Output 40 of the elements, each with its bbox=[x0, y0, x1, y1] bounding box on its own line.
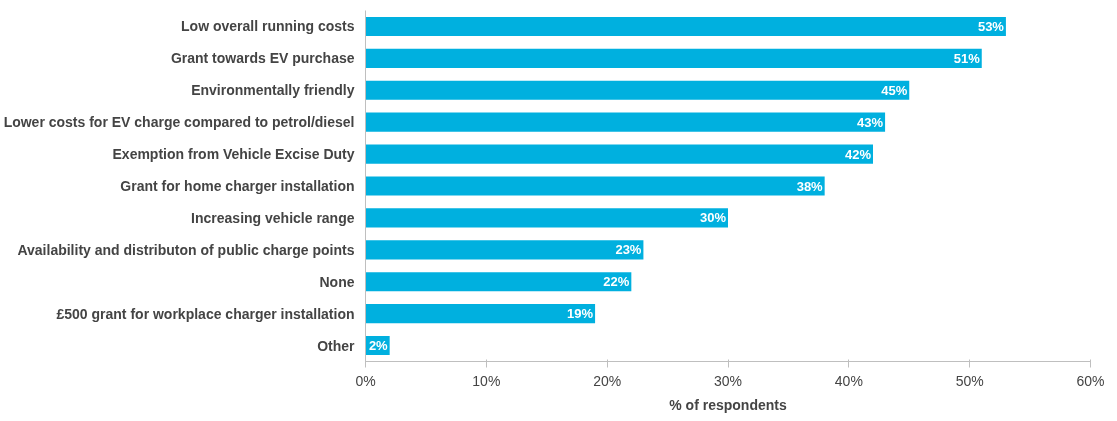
bar bbox=[365, 208, 728, 228]
x-tick-label: 40% bbox=[834, 372, 863, 389]
x-tick-label: 60% bbox=[1076, 372, 1105, 389]
bar bbox=[365, 48, 982, 68]
data-label: 51% bbox=[953, 50, 981, 66]
y-tick-label: Lower costs for EV charge compared to petrol/diesel bbox=[3, 114, 355, 131]
y-tick-label: Exemption from Vehicle Excise Duty bbox=[112, 146, 355, 163]
data-label: 22% bbox=[603, 274, 630, 290]
bar bbox=[365, 240, 644, 260]
y-tick-label: None bbox=[319, 273, 355, 290]
y-tick-label: Low overall running costs bbox=[181, 18, 355, 35]
x-tick-label: 10% bbox=[472, 372, 501, 389]
y-tick-label: Environmentally friendly bbox=[191, 82, 355, 99]
bar bbox=[365, 112, 886, 132]
bar bbox=[365, 144, 873, 164]
x-tick-label: 20% bbox=[593, 372, 622, 389]
y-tick-label: Availability and distributon of public charge points bbox=[17, 241, 355, 258]
data-label: 19% bbox=[567, 306, 594, 322]
y-tick-label: £500 grant for workplace charger installation bbox=[56, 305, 355, 322]
bar bbox=[365, 304, 596, 324]
bar bbox=[365, 176, 825, 196]
x-tick-label: 50% bbox=[955, 372, 984, 389]
data-label: 38% bbox=[796, 178, 824, 194]
y-tick-label: Other bbox=[317, 337, 356, 354]
y-tick-label: Grant towards EV purchase bbox=[170, 50, 355, 67]
x-axis-title: % of respondents bbox=[669, 396, 787, 413]
data-label: 30% bbox=[699, 210, 727, 226]
data-label: 43% bbox=[857, 114, 884, 130]
data-label: 23% bbox=[615, 242, 642, 258]
data-label: 42% bbox=[844, 146, 872, 162]
x-tick-label: 30% bbox=[713, 372, 743, 389]
y-tick-label: Increasing vehicle range bbox=[191, 209, 355, 226]
data-label: 45% bbox=[881, 82, 908, 98]
bar bbox=[365, 16, 1006, 37]
bar bbox=[365, 80, 910, 100]
data-label: 2% bbox=[368, 338, 389, 354]
y-tick-label: Grant for home charger installation bbox=[120, 178, 355, 194]
bar bbox=[365, 272, 632, 292]
data-label: 53% bbox=[977, 18, 1005, 34]
x-tick-label: 0% bbox=[355, 372, 376, 389]
